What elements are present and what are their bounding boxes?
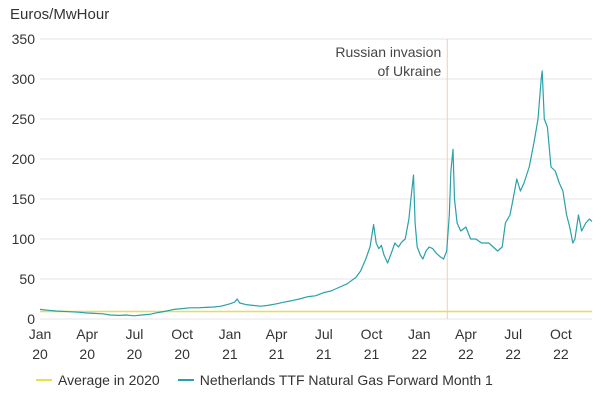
y-tick-label: 250 bbox=[12, 111, 36, 127]
x-tick-month: Jan bbox=[408, 326, 431, 342]
x-tick-year: 22 bbox=[458, 346, 474, 362]
annotation-line2: of Ukraine bbox=[377, 63, 441, 79]
legend-item-1: Netherlands TTF Natural Gas Forward Mont… bbox=[177, 372, 493, 388]
annotation: Russian invasion of Ukraine bbox=[335, 39, 448, 319]
x-tick-month: Oct bbox=[171, 326, 193, 342]
x-tick-month: Oct bbox=[550, 326, 572, 342]
legend-label: Netherlands TTF Natural Gas Forward Mont… bbox=[199, 372, 493, 388]
legend: Average in 2020 Netherlands TTF Natural G… bbox=[36, 372, 493, 388]
x-tick-month: Jul bbox=[125, 326, 143, 342]
x-tick-month: Jul bbox=[315, 326, 333, 342]
y-tick-label: 150 bbox=[12, 191, 36, 207]
annotation-line1: Russian invasion bbox=[335, 44, 441, 60]
y-tick-label: 300 bbox=[12, 71, 36, 87]
legend-item-0: Average in 2020 bbox=[36, 372, 160, 388]
y-tick-labels: 0 50 100 150 200 250 300 350 bbox=[12, 31, 36, 327]
y-tick-label: 50 bbox=[19, 271, 35, 287]
x-tick-year: 20 bbox=[79, 346, 95, 362]
y-tick-label: 100 bbox=[12, 231, 36, 247]
series-lines bbox=[39, 70, 593, 317]
x-tick-year: 21 bbox=[222, 346, 238, 362]
x-tick-year: 22 bbox=[411, 346, 427, 362]
y-tick-label: 350 bbox=[12, 31, 36, 47]
y-axis-label: Euros/MwHour bbox=[10, 6, 109, 23]
x-tick-year: 20 bbox=[32, 346, 48, 362]
x-tick-month: Jan bbox=[219, 326, 242, 342]
x-tick-year: 21 bbox=[316, 346, 332, 362]
x-tick-month: Apr bbox=[76, 326, 98, 342]
x-tick-year: 20 bbox=[127, 346, 143, 362]
series-line-1 bbox=[39, 70, 593, 317]
x-tick-year: 20 bbox=[174, 346, 190, 362]
x-tick-year: 21 bbox=[269, 346, 285, 362]
x-tick-year: 22 bbox=[553, 346, 569, 362]
x-tick-year: 21 bbox=[364, 346, 380, 362]
x-tick-month: Jul bbox=[504, 326, 522, 342]
y-tick-label: 0 bbox=[27, 311, 35, 327]
x-tick-labels: Jan 20 Apr 20 Jul 20 Oct 20 Jan 21 Apr 21 Jul 21 Oct 21… bbox=[29, 326, 572, 362]
legend-label: Average in 2020 bbox=[58, 372, 160, 388]
x-tick-year: 22 bbox=[505, 346, 521, 362]
y-tick-label: 200 bbox=[12, 151, 36, 167]
grid bbox=[40, 38, 592, 320]
x-tick-month: Jan bbox=[29, 326, 52, 342]
legend-swatch bbox=[36, 379, 52, 381]
x-tick-month: Apr bbox=[455, 326, 477, 342]
legend-swatch bbox=[177, 379, 194, 381]
x-tick-month: Oct bbox=[361, 326, 383, 342]
x-tick-month: Apr bbox=[266, 326, 288, 342]
